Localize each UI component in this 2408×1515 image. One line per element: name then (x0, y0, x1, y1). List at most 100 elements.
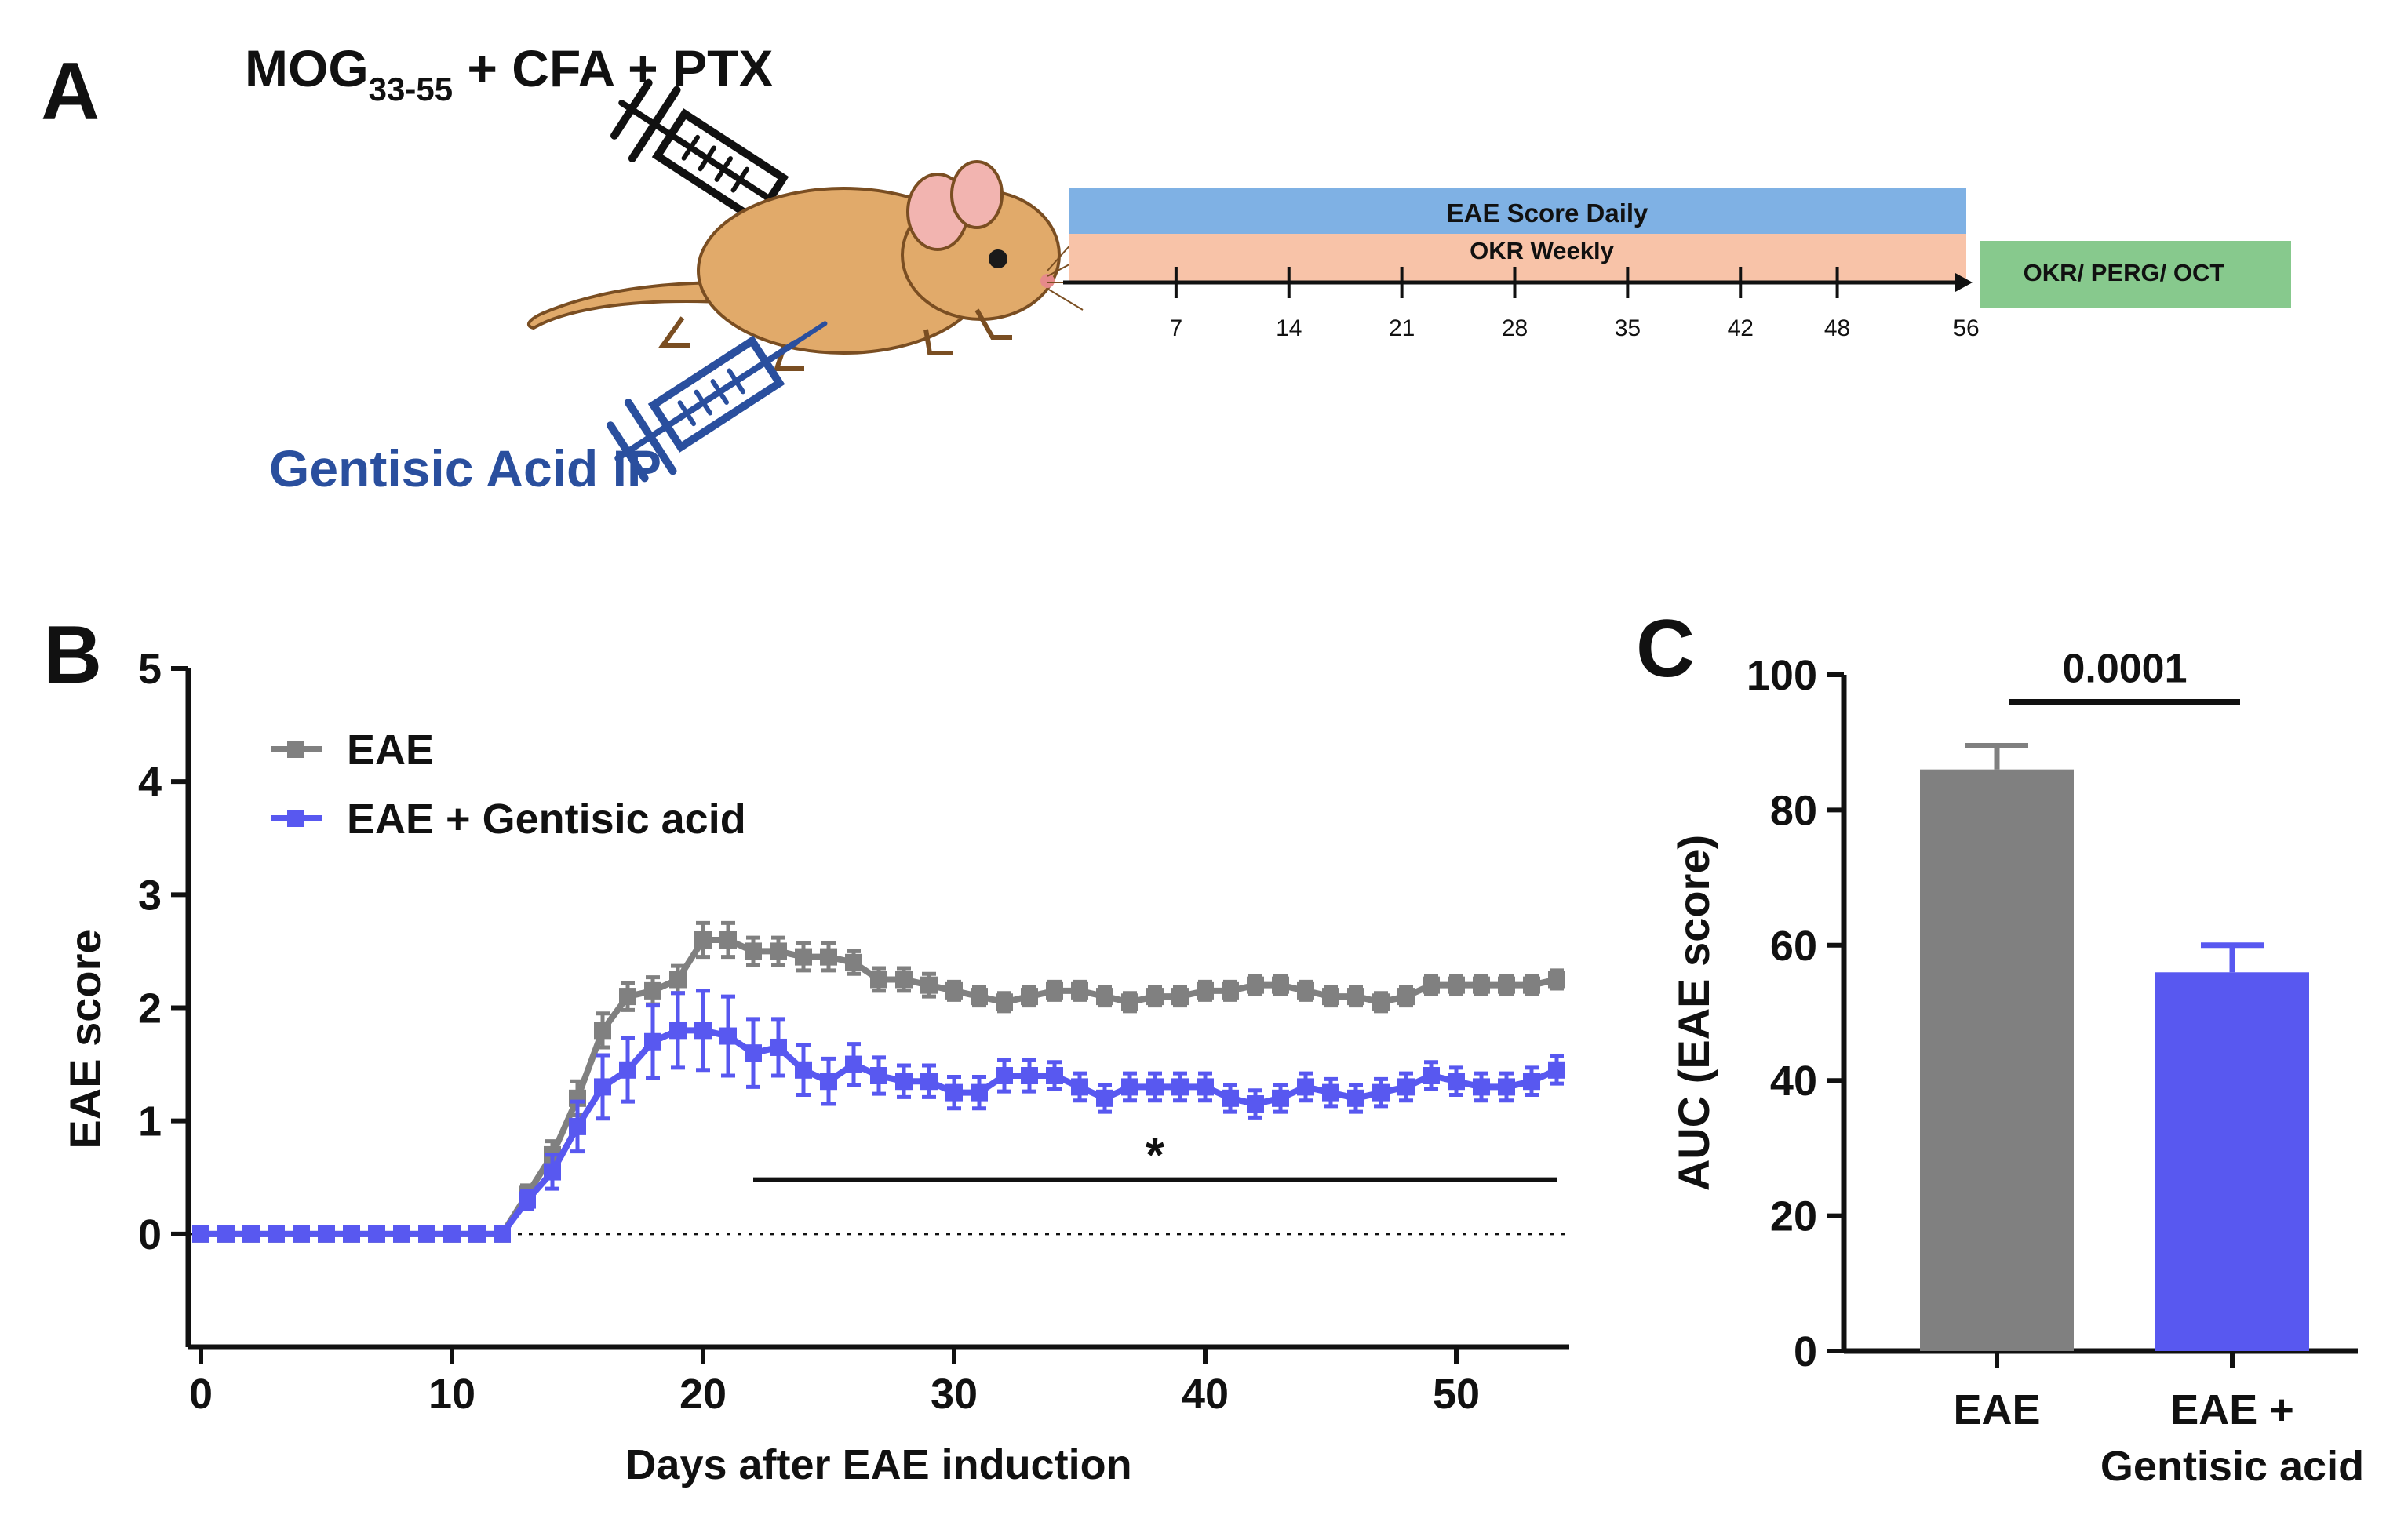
data-point (694, 931, 712, 949)
timeline-tick-label: 7 (1170, 315, 1183, 341)
injection-top-subscript: 33-55 (369, 71, 453, 107)
eae-score-bar-label: EAE Score Daily (1447, 198, 1648, 228)
bar (2155, 972, 2309, 1351)
data-point (1272, 976, 1289, 994)
data-point (418, 1225, 435, 1243)
mouse-nose (1040, 274, 1055, 288)
okr-weekly-bar-label: OKR Weekly (1470, 237, 1615, 264)
panel-b-ytick-label: 4 (138, 759, 162, 806)
panel-c: C 0 20 40 60 80 100 EAE EAE + Gentisic acid 0.0… (1636, 603, 2364, 1490)
injection-bottom-label: Gentisic Acid IP (269, 439, 661, 497)
data-point (343, 1225, 360, 1243)
data-point (1322, 988, 1339, 1006)
data-point (1423, 1067, 1440, 1084)
data-point (1071, 981, 1088, 1000)
final-measure-box-label: OKR/ PERG/ OCT (2024, 259, 2225, 286)
bar-category-label: EAE + (2170, 1386, 2294, 1433)
data-point (619, 1061, 636, 1079)
data-point (1121, 1078, 1138, 1096)
data-point (719, 1027, 737, 1045)
data-point (820, 948, 837, 966)
panel-b-ytick-label: 0 (138, 1211, 162, 1258)
timeline-tick-label: 35 (1615, 315, 1641, 341)
bar-significance-label: 0.0001 (2062, 646, 2187, 691)
panel-c-ytick-label: 60 (1770, 923, 1817, 970)
panel-b-xtick-label: 10 (428, 1371, 475, 1418)
injection-top-rest: + CFA + PTX (453, 39, 773, 97)
panel-c-letter: C (1636, 603, 1695, 694)
data-point (945, 981, 963, 1000)
data-point (519, 1191, 536, 1209)
data-point (619, 988, 636, 1006)
mouse-illustration (526, 160, 1091, 371)
data-point (1146, 1078, 1164, 1096)
legend-label: EAE + Gentisic acid (347, 796, 746, 843)
data-point (594, 1022, 611, 1040)
data-point (544, 1163, 561, 1181)
bar-category-label: Gentisic acid (2100, 1443, 2364, 1490)
data-point (1297, 1078, 1314, 1096)
timeline-tick-label: 14 (1276, 315, 1302, 341)
data-point (1171, 988, 1189, 1006)
data-point (1498, 976, 1515, 994)
data-point (217, 1225, 235, 1243)
panel-c-bars: EAE EAE + Gentisic acid (1920, 743, 2364, 1490)
panel-b-ytick-label: 1 (138, 1098, 162, 1145)
data-point (594, 1078, 611, 1096)
data-point (1448, 1073, 1465, 1091)
panel-b-xtick-label: 50 (1433, 1371, 1480, 1418)
data-point (669, 971, 687, 989)
panel-b-xtick-label: 0 (189, 1371, 213, 1418)
mouse-ear-front (950, 160, 1004, 229)
data-point (845, 953, 862, 971)
mouse-tail (526, 281, 730, 330)
panel-c-ytick-label: 20 (1770, 1193, 1817, 1240)
data-point (1247, 1095, 1264, 1113)
data-point (1146, 988, 1164, 1006)
data-point (971, 988, 988, 1006)
data-point (1171, 1078, 1189, 1096)
data-point (1096, 1089, 1113, 1107)
timeline-tick-label: 56 (1953, 315, 1979, 341)
data-point (1397, 1078, 1415, 1096)
panel-b-ytick-label: 2 (138, 985, 162, 1032)
data-point (1523, 976, 1540, 994)
data-point (1423, 976, 1440, 994)
mouse-eye (989, 249, 1007, 268)
data-point (1322, 1083, 1339, 1102)
data-point (1021, 1067, 1038, 1084)
data-point (1297, 981, 1314, 1000)
panel-b-xtick-label: 40 (1182, 1371, 1229, 1418)
data-point (1021, 988, 1038, 1006)
panel-c-ytick-label: 80 (1770, 787, 1817, 834)
data-point (795, 948, 812, 966)
data-point (1473, 1078, 1490, 1096)
timeline-tick-label: 21 (1389, 315, 1415, 341)
panel-b-xtick-label: 20 (679, 1371, 727, 1418)
data-point (468, 1225, 486, 1243)
data-point (770, 1038, 787, 1056)
timeline-tick-label: 42 (1728, 315, 1754, 341)
panel-b-xlabel: Days after EAE induction (625, 1441, 1131, 1488)
data-point (971, 1083, 988, 1102)
data-point (945, 1083, 963, 1102)
panel-b-xtick-label: 30 (931, 1371, 978, 1418)
data-point (1247, 976, 1264, 994)
data-point (1272, 1089, 1289, 1107)
syringe-bottom-icon (607, 321, 828, 483)
data-point (1473, 976, 1490, 994)
panel-b-legend: EAE EAE + Gentisic acid (271, 727, 746, 843)
data-point (1548, 1061, 1565, 1079)
data-point (996, 1067, 1013, 1084)
timeline-ticks: 7 14 21 28 35 42 48 56 (1170, 267, 1980, 341)
panel-a: A MOG33-55 + CFA + PTX (41, 39, 2291, 497)
injection-top-base: MOG (245, 39, 369, 97)
legend-marker (287, 810, 304, 827)
data-point (1498, 1078, 1515, 1096)
data-point (1096, 988, 1113, 1006)
data-point (1197, 1078, 1214, 1096)
data-point (242, 1225, 260, 1243)
panel-b-ylabel: EAE score (60, 929, 110, 1149)
data-point (745, 1044, 762, 1062)
